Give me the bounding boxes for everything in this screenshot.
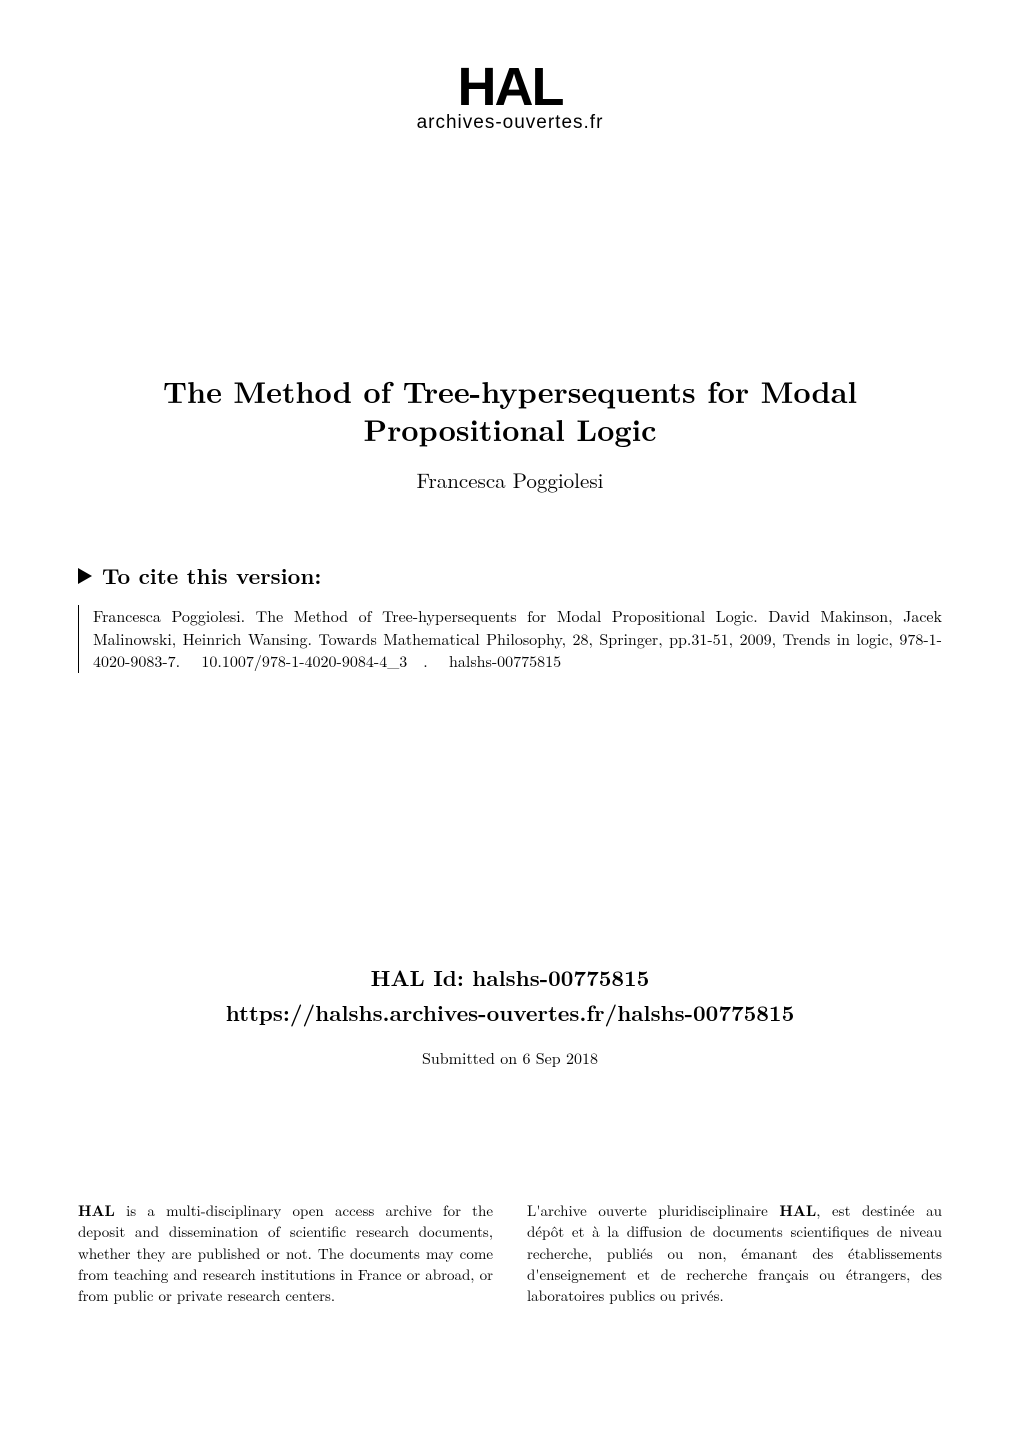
paper-author: Francesca Poggiolesi	[80, 465, 940, 495]
halid-url: https://halshs.archives-ouvertes.fr/hals…	[0, 995, 1020, 1030]
cite-heading-row: To cite this version:	[78, 560, 942, 591]
cite-heading: To cite this version:	[102, 560, 321, 591]
halid-block: HAL Id: halshs-00775815 https://halshs.a…	[0, 960, 1020, 1069]
halid-label: HAL Id: halshs-00775815	[0, 960, 1020, 995]
hal-logo-block: HAL archives-ouvertes.fr	[417, 60, 604, 134]
description-right: L'archive ouverte pluridisciplinaire HAL…	[527, 1200, 942, 1306]
triangle-icon	[78, 568, 92, 584]
description-block: HAL is a multi-disciplinary open access …	[78, 1200, 942, 1306]
cite-body: Francesca Poggiolesi. The Method of Tree…	[78, 605, 942, 673]
hal-logo-text: HAL	[417, 60, 604, 114]
cite-block: To cite this version: Francesca Poggiole…	[78, 560, 942, 673]
paper-title: The Method of Tree-hypersequents for Mod…	[80, 372, 940, 449]
submitted-date: Submitted on 6 Sep 2018	[0, 1046, 1020, 1069]
hal-logo-subtitle: archives-ouvertes.fr	[417, 112, 604, 134]
description-left: HAL is a multi-disciplinary open access …	[78, 1200, 493, 1306]
title-block: The Method of Tree-hypersequents for Mod…	[0, 372, 1020, 495]
